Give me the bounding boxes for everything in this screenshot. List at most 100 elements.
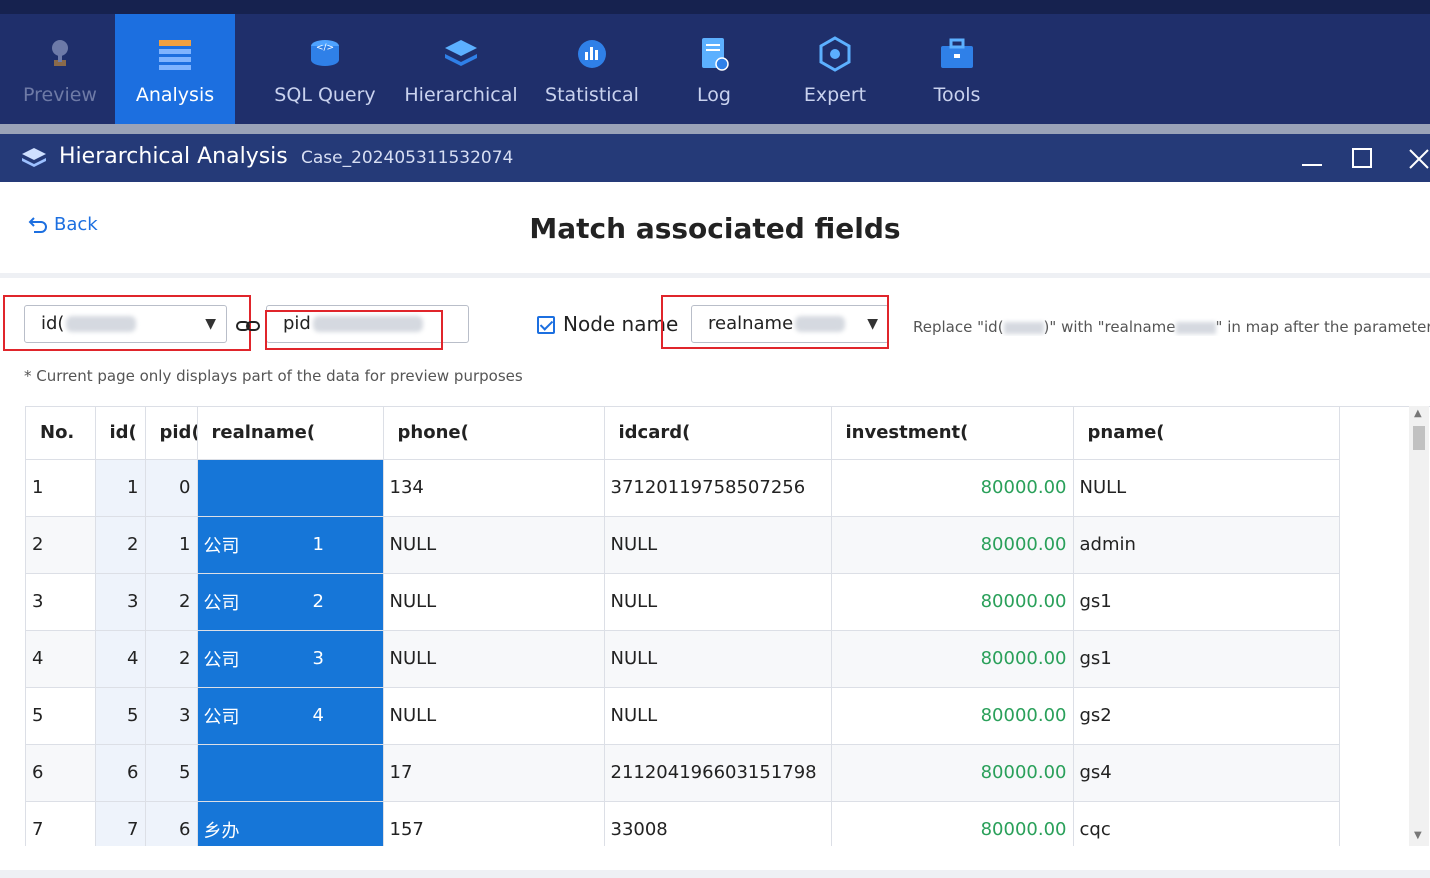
cell-idcard: NULL — [604, 573, 832, 631]
table-row[interactable]: 7 7 6 乡办 157 33008 80000.00 cqc — [26, 801, 1340, 846]
toolbar-sql-label: SQL Query — [274, 84, 376, 106]
table-row[interactable]: 3 3 2 公司 2 NULL NULL 80000.00 gs1 — [26, 573, 1340, 631]
cell-idcard: 211204196603151798 — [604, 744, 832, 802]
table-row[interactable]: 5 5 3 公司 4 NULL NULL 80000.00 gs2 — [26, 687, 1340, 745]
cell-realname[interactable]: 公司 4 — [197, 687, 384, 745]
cell-phone: NULL — [383, 687, 605, 745]
chevron-down-icon: ▼ — [867, 316, 878, 332]
back-arrow-icon — [28, 216, 47, 233]
replace-note-mid: )" with "realname — [1043, 318, 1176, 336]
cell-pname: gs1 — [1073, 573, 1340, 631]
col-header-pid[interactable]: pid( — [145, 407, 198, 460]
toolbar-top-strip — [0, 0, 1430, 14]
link-icon — [236, 321, 260, 331]
col-header-id[interactable]: id( — [95, 407, 146, 460]
scroll-down-icon[interactable]: ▼ — [1414, 830, 1422, 841]
toolbar-statistical[interactable]: Statistical — [532, 14, 652, 124]
cell-phone: NULL — [383, 630, 605, 688]
cell-id: 2 — [95, 516, 146, 574]
cell-pname: gs4 — [1073, 744, 1340, 802]
cell-investment: 80000.00 — [831, 744, 1074, 802]
cell-no: 1 — [26, 459, 96, 517]
cell-investment: 80000.00 — [831, 516, 1074, 574]
cell-idcard: NULL — [604, 687, 832, 745]
preview-hint: * Current page only displays part of the… — [24, 367, 523, 385]
cell-realname[interactable]: 公司 3 — [197, 630, 384, 688]
minimize-icon[interactable] — [1296, 142, 1328, 174]
redacted-text — [1003, 321, 1044, 334]
col-header-realname[interactable]: realname( — [197, 407, 384, 460]
satellite-dish-icon — [52, 40, 68, 66]
cell-id: 5 — [95, 687, 146, 745]
expert-cube-icon — [819, 36, 851, 72]
toolbar-preview[interactable]: Preview — [0, 14, 120, 124]
cell-realname[interactable]: 公司 2 — [197, 573, 384, 631]
realname-text: 乡办 — [203, 820, 240, 842]
table-scrollbar[interactable]: ▲ ▼ — [1409, 406, 1429, 846]
cell-realname[interactable] — [197, 459, 384, 517]
node-name-select[interactable]: realname ▼ — [691, 305, 889, 343]
table-row[interactable]: 6 6 5 17 211204196603151798 80000.00 gs4 — [26, 744, 1340, 802]
redacted-text — [795, 316, 846, 332]
close-icon[interactable] — [1400, 142, 1430, 174]
toolbar-log[interactable]: Log — [654, 14, 774, 124]
scroll-up-icon[interactable]: ▲ — [1414, 408, 1422, 419]
toolbar-expert[interactable]: Expert — [775, 14, 895, 124]
col-header-investment[interactable]: investment( — [831, 407, 1074, 460]
realname-text: 公司 — [203, 706, 240, 728]
realname-text: 公司 — [203, 535, 240, 557]
toolbar-analysis-label: Analysis — [135, 84, 215, 106]
node-name-label: Node name — [563, 312, 679, 336]
toolbar-tools-label: Tools — [933, 84, 981, 106]
table-chart-icon — [159, 40, 191, 70]
id-field-select[interactable]: id( ▼ — [24, 305, 227, 343]
cell-pid: 1 — [145, 516, 198, 574]
cell-idcard: NULL — [604, 516, 832, 574]
maximize-icon[interactable] — [1346, 142, 1378, 174]
col-header-idcard[interactable]: idcard( — [604, 407, 832, 460]
table-row[interactable]: 1 1 0 134 37120119758507256 80000.00 NULL — [26, 459, 1340, 517]
cell-no: 7 — [26, 801, 96, 846]
case-id: Case_202405311532074 — [301, 148, 514, 168]
dialog-title: Hierarchical Analysis — [59, 144, 288, 169]
toolbar-sql-query[interactable]: </> SQL Query — [265, 14, 385, 124]
cell-phone: 134 — [383, 459, 605, 517]
layers-icon — [445, 40, 477, 66]
toolbar-hierarchical[interactable]: Hierarchical — [401, 14, 521, 124]
cell-pid: 2 — [145, 573, 198, 631]
window-divider — [0, 124, 1430, 134]
col-header-no[interactable]: No. — [26, 407, 96, 460]
cell-realname[interactable] — [197, 744, 384, 802]
realname-suffix: 2 — [312, 590, 324, 612]
node-name-checkbox[interactable] — [537, 316, 555, 334]
cell-pname: admin — [1073, 516, 1340, 574]
highlight-box-id — [3, 295, 251, 351]
toolbar-tools[interactable]: Tools — [897, 14, 1017, 124]
cell-realname[interactable]: 乡办 — [197, 801, 384, 846]
cell-phone: NULL — [383, 516, 605, 574]
toolbar-preview-label: Preview — [23, 84, 97, 106]
cell-phone: 157 — [383, 801, 605, 846]
log-document-icon — [702, 38, 729, 71]
table-row[interactable]: 2 2 1 公司 1 NULL NULL 80000.00 admin — [26, 516, 1340, 574]
col-header-pname[interactable]: pname( — [1073, 407, 1340, 460]
table-row[interactable]: 4 4 2 公司 3 NULL NULL 80000.00 gs1 — [26, 630, 1340, 688]
cell-pid: 0 — [145, 459, 198, 517]
cell-id: 6 — [95, 744, 146, 802]
toolbar-analysis[interactable]: Analysis — [115, 14, 235, 124]
scroll-thumb[interactable] — [1413, 426, 1425, 450]
back-button[interactable]: Back — [28, 214, 98, 235]
dialog-header: Back Match associated fields — [0, 182, 1430, 278]
table-header-row: No. id( pid( realname( phone( idcard( in… — [26, 407, 1340, 460]
dialog-titlebar: Hierarchical Analysis Case_2024053115320… — [0, 134, 1430, 182]
cell-no: 5 — [26, 687, 96, 745]
toolbar-hierarchical-label: Hierarchical — [404, 84, 518, 106]
toolbar-expert-label: Expert — [803, 84, 867, 106]
id-field-value: id( — [41, 313, 65, 334]
col-header-phone[interactable]: phone( — [383, 407, 605, 460]
cell-id: 1 — [95, 459, 146, 517]
cell-realname[interactable]: 公司 1 — [197, 516, 384, 574]
cell-pname: cqc — [1073, 801, 1340, 846]
realname-suffix: 3 — [312, 647, 324, 669]
cell-idcard: NULL — [604, 630, 832, 688]
